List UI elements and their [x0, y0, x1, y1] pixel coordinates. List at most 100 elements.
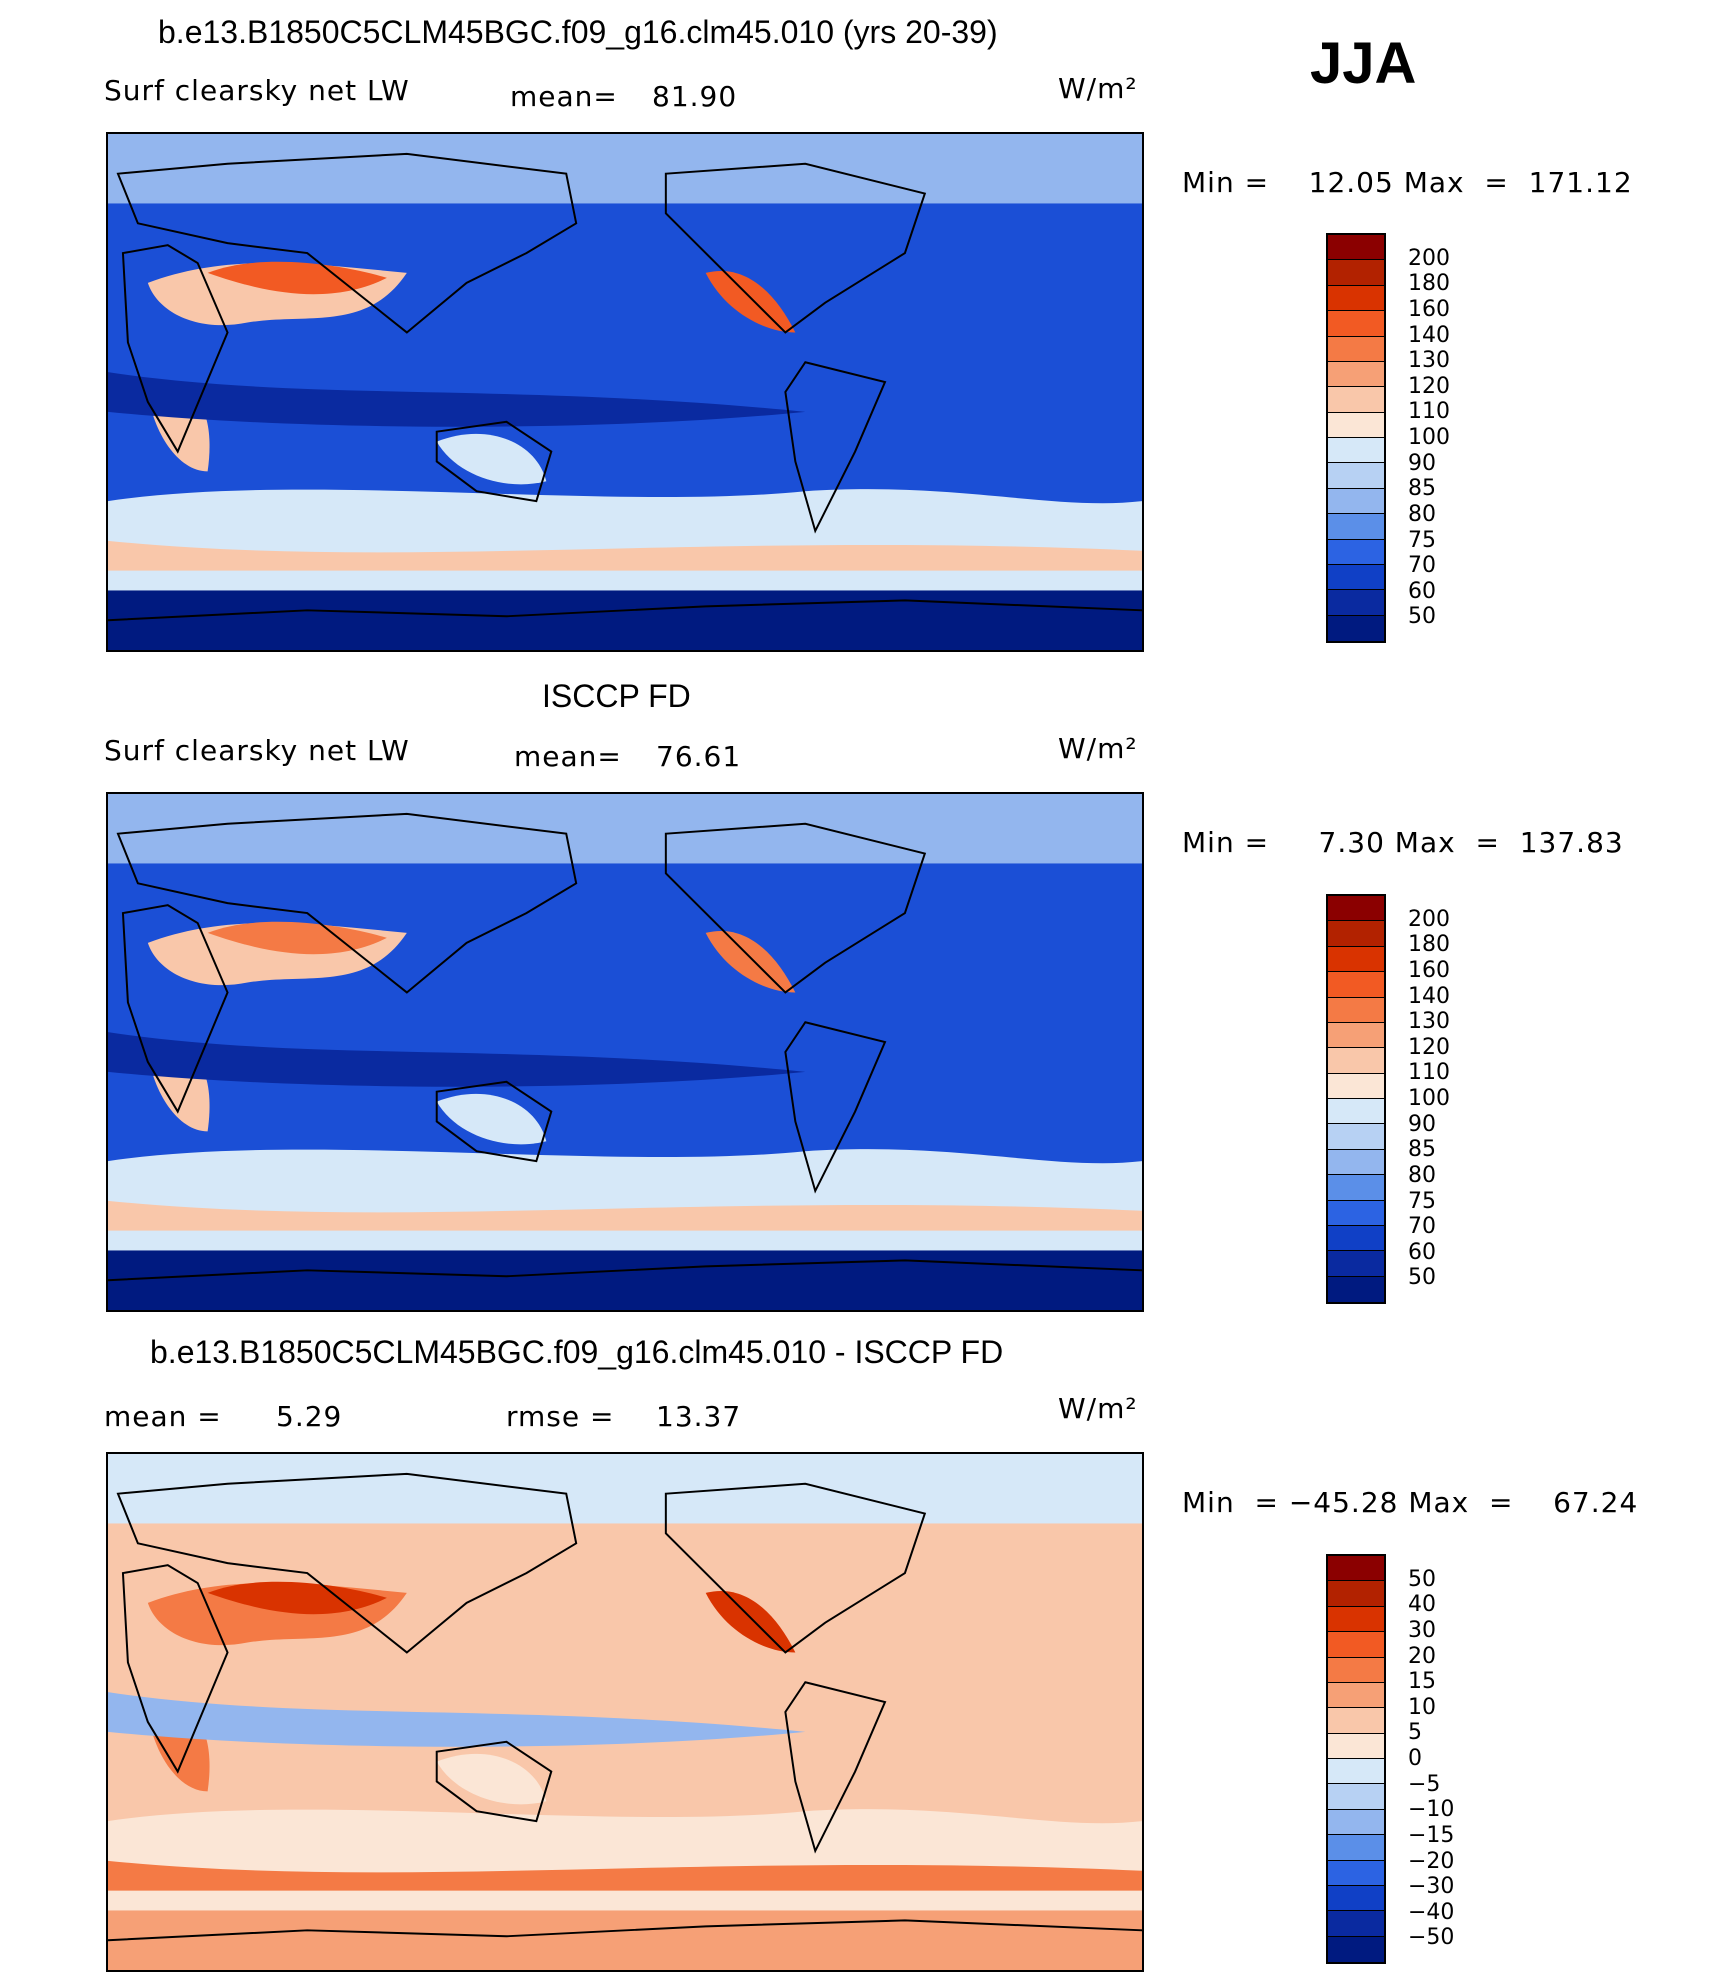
panel1-mean-label: mean= [510, 80, 618, 113]
colorbar-tick-label: 0 [1408, 1746, 1422, 1771]
colorbar-swatch [1328, 615, 1384, 641]
colorbar-swatch [1328, 1632, 1384, 1658]
colorbar-tick-label: 50 [1408, 604, 1436, 630]
panel3-mean-label: mean = [104, 1400, 222, 1433]
colorbar-tick-label: 5 [1408, 1720, 1422, 1746]
panel1-units: W/m² [1058, 72, 1138, 105]
colorbar-tick-label: 100 [1408, 1086, 1450, 1111]
colorbar-tick-label: 15 [1408, 1669, 1436, 1695]
colorbar-tick-label: 160 [1408, 957, 1450, 983]
colorbar-swatch [1328, 1099, 1384, 1125]
colorbar-tick-label: 130 [1408, 348, 1450, 374]
colorbar-swatch [1328, 1936, 1384, 1962]
panel2-units: W/m² [1058, 732, 1138, 765]
colorbar-tick-label: 60 [1408, 1239, 1436, 1265]
colorbar-swatch [1328, 1911, 1384, 1937]
colorbar-swatch [1328, 438, 1384, 464]
colorbar-tick-label: 80 [1408, 1162, 1436, 1188]
colorbar-tick-label: 75 [1408, 527, 1436, 553]
panel3-colorbar [1326, 1554, 1386, 1964]
colorbar-tick-label: 90 [1408, 1111, 1436, 1137]
panel2-mean-value: 76.61 [656, 740, 742, 773]
panel2-variable-label: Surf clearsky net LW [104, 734, 410, 767]
colorbar-tick-label: −40 [1408, 1899, 1455, 1925]
colorbar-tick-label: 200 [1408, 245, 1450, 271]
colorbar-swatch [1328, 1733, 1384, 1759]
colorbar-swatch [1328, 1759, 1384, 1785]
colorbar-swatch [1328, 1581, 1384, 1607]
colorbar-swatch [1328, 336, 1384, 362]
colorbar-swatch [1328, 1860, 1384, 1886]
panel1-map [106, 132, 1144, 652]
panel3-minmax: Min = −45.28 Max = 67.24 [1182, 1486, 1639, 1519]
colorbar-swatch [1328, 1175, 1384, 1201]
colorbar-tick-label: 130 [1408, 1009, 1450, 1035]
colorbar-swatch [1328, 1835, 1384, 1861]
colorbar-swatch [1328, 260, 1384, 286]
colorbar-swatch [1328, 1885, 1384, 1912]
colorbar-swatch [1328, 514, 1384, 540]
colorbar-swatch [1328, 235, 1384, 261]
colorbar-tick-label: 50 [1408, 1566, 1436, 1592]
colorbar-swatch [1328, 921, 1384, 947]
colorbar-swatch [1328, 946, 1384, 973]
colorbar-tick-label: 85 [1408, 476, 1436, 502]
colorbar-tick-label: 30 [1408, 1617, 1436, 1643]
colorbar-swatch [1328, 972, 1384, 998]
colorbar-swatch [1328, 1200, 1384, 1226]
colorbar-tick-label: 70 [1408, 1214, 1436, 1240]
colorbar-swatch [1328, 1276, 1384, 1302]
panel2-colorbar [1326, 894, 1386, 1304]
colorbar-tick-label: −15 [1408, 1822, 1455, 1848]
colorbar-tick-label: 110 [1408, 1060, 1450, 1086]
colorbar-tick-label: 75 [1408, 1188, 1436, 1214]
panel3-units: W/m² [1058, 1392, 1138, 1425]
panel2-minmax: Min = 7.30 Max = 137.83 [1182, 826, 1624, 859]
colorbar-swatch [1328, 539, 1384, 565]
colorbar-tick-label: 70 [1408, 553, 1436, 579]
colorbar-swatch [1328, 1225, 1384, 1252]
colorbar-tick-label: 110 [1408, 399, 1450, 425]
colorbar-tick-label: 85 [1408, 1137, 1436, 1163]
panel2-title: ISCCP FD [542, 678, 691, 714]
colorbar-tick-label: 90 [1408, 450, 1436, 476]
panel2-mean-label: mean= [514, 740, 622, 773]
colorbar-tick-label: 180 [1408, 932, 1450, 958]
colorbar-swatch [1328, 1022, 1384, 1049]
colorbar-swatch [1328, 1708, 1384, 1734]
colorbar-tick-label: 120 [1408, 373, 1450, 399]
colorbar-swatch [1328, 1657, 1384, 1683]
colorbar-swatch [1328, 1048, 1384, 1074]
colorbar-swatch [1328, 1606, 1384, 1633]
colorbar-swatch [1328, 311, 1384, 337]
panel3-title: b.e13.B1850C5CLM45BGC.f09_g16.clm45.010 … [150, 1334, 1004, 1370]
colorbar-tick-label: −5 [1408, 1771, 1441, 1797]
colorbar-tick-label: 10 [1408, 1694, 1436, 1720]
colorbar-swatch [1328, 1251, 1384, 1277]
map-svg [108, 794, 1142, 1310]
colorbar-swatch [1328, 1149, 1384, 1176]
colorbar-tick-label: 40 [1408, 1592, 1436, 1618]
colorbar-tick-label: 80 [1408, 501, 1436, 527]
colorbar-tick-label: 100 [1408, 425, 1450, 450]
colorbar-swatch [1328, 463, 1384, 489]
colorbar-swatch [1328, 1556, 1384, 1582]
panel3-map [106, 1452, 1144, 1972]
map-svg [108, 134, 1142, 650]
colorbar-swatch [1328, 1784, 1384, 1810]
colorbar-swatch [1328, 997, 1384, 1023]
map-svg [108, 1454, 1142, 1970]
colorbar-tick-label: 50 [1408, 1265, 1436, 1291]
colorbar-swatch [1328, 1073, 1384, 1099]
colorbar-swatch [1328, 361, 1384, 388]
panel1-title: b.e13.B1850C5CLM45BGC.f09_g16.clm45.010 … [158, 14, 998, 50]
colorbar-tick-label: −20 [1408, 1848, 1455, 1874]
colorbar-tick-label: −50 [1408, 1925, 1455, 1951]
colorbar-swatch [1328, 412, 1384, 438]
colorbar-swatch [1328, 1124, 1384, 1150]
panel1-colorbar [1326, 233, 1386, 643]
panel1-mean-value: 81.90 [652, 80, 738, 113]
panel3-rmse-value: 13.37 [656, 1400, 742, 1433]
colorbar-tick-label: −30 [1408, 1874, 1455, 1900]
colorbar-swatch [1328, 387, 1384, 413]
